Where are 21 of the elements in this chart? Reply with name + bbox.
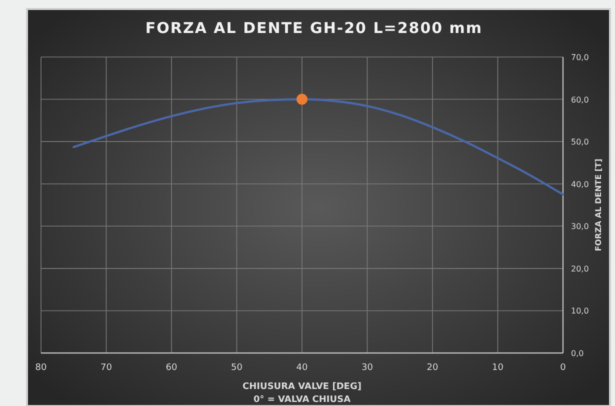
x-tick-label: 50 (231, 363, 243, 373)
x-tick-label: 30 (362, 363, 374, 373)
y-tick-label: 50,0 (571, 138, 589, 147)
x-tick-label: 80 (35, 363, 47, 373)
y-tick-label: 70,0 (571, 53, 589, 62)
text: 0° = VALVA CHIUSA (253, 395, 351, 405)
y-tick-label: 40,0 (571, 180, 589, 189)
y-tick-label: 10,0 (571, 306, 589, 316)
x-tick-label: 20 (426, 363, 438, 373)
chart-title: FORZA AL DENTE GH-20 L=2800 mm (145, 19, 483, 37)
x-tick-label: 60 (166, 363, 178, 373)
x-tick-label: 0 (560, 363, 566, 373)
y-tick-label: 20,0 (571, 264, 589, 274)
x-tick-label: 40 (296, 363, 308, 373)
y-axis-title: FORZA AL DENTE [T] (594, 158, 603, 252)
x-axis-title: CHIUSURA VALVE [DEG] (242, 382, 362, 392)
x-tick-label: 70 (100, 363, 112, 373)
x-tick-label: 10 (492, 363, 504, 373)
y-tick-label: 0,0 (571, 349, 584, 358)
y-tick-label: 60,0 (571, 95, 589, 104)
y-tick-label: 30,0 (571, 222, 589, 232)
